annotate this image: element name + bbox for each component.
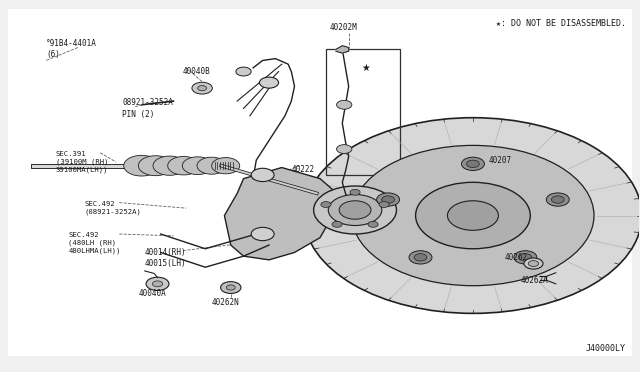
Circle shape xyxy=(350,189,360,195)
Text: °91B4-4401A
(6): °91B4-4401A (6) xyxy=(46,39,97,60)
Wedge shape xyxy=(182,157,213,174)
Circle shape xyxy=(152,281,163,287)
Text: ★: ★ xyxy=(362,63,370,73)
Circle shape xyxy=(259,77,278,88)
Text: 40262N: 40262N xyxy=(212,298,239,307)
Text: J40000LY: J40000LY xyxy=(586,344,626,353)
Text: 40014(RH)
40015(LH): 40014(RH) 40015(LH) xyxy=(145,248,186,268)
Text: 40222: 40222 xyxy=(291,165,314,174)
Polygon shape xyxy=(336,46,349,53)
Circle shape xyxy=(467,160,479,167)
Circle shape xyxy=(304,118,640,313)
Text: 40207: 40207 xyxy=(489,155,512,165)
Circle shape xyxy=(192,82,212,94)
Text: 40262A: 40262A xyxy=(521,276,548,285)
Circle shape xyxy=(376,193,399,206)
Circle shape xyxy=(409,251,432,264)
Wedge shape xyxy=(124,155,159,176)
Wedge shape xyxy=(168,157,200,175)
Circle shape xyxy=(251,227,274,241)
Circle shape xyxy=(339,201,371,219)
Circle shape xyxy=(146,277,169,291)
Circle shape xyxy=(524,258,543,269)
Text: 40040A: 40040A xyxy=(138,289,166,298)
Circle shape xyxy=(461,157,484,170)
Wedge shape xyxy=(138,156,173,176)
Circle shape xyxy=(529,260,539,266)
Wedge shape xyxy=(212,158,240,174)
Circle shape xyxy=(221,282,241,294)
Circle shape xyxy=(547,193,569,206)
Circle shape xyxy=(236,67,251,76)
Circle shape xyxy=(415,182,531,249)
Wedge shape xyxy=(197,157,227,174)
Circle shape xyxy=(332,221,342,227)
Text: 40202M: 40202M xyxy=(330,23,357,32)
Circle shape xyxy=(328,195,382,225)
Circle shape xyxy=(519,254,532,261)
Circle shape xyxy=(198,86,207,91)
Circle shape xyxy=(314,186,396,234)
Circle shape xyxy=(337,145,352,154)
Circle shape xyxy=(514,251,537,264)
Bar xyxy=(326,49,399,175)
Wedge shape xyxy=(153,156,186,175)
Circle shape xyxy=(227,285,236,290)
Circle shape xyxy=(414,254,427,261)
Text: SEC.391
(39100M (RH)
39100MA(LH)): SEC.391 (39100M (RH) 39100MA(LH)) xyxy=(56,151,108,173)
Text: 40040B: 40040B xyxy=(183,67,211,76)
Circle shape xyxy=(337,100,352,109)
Circle shape xyxy=(447,201,499,230)
Circle shape xyxy=(251,168,274,182)
Text: ★: DO NOT BE DISASSEMBLED.: ★: DO NOT BE DISASSEMBLED. xyxy=(496,19,626,28)
Text: 08921-3252A
PIN (2): 08921-3252A PIN (2) xyxy=(122,99,173,119)
Circle shape xyxy=(368,221,378,227)
Circle shape xyxy=(321,202,331,208)
Circle shape xyxy=(381,196,394,203)
Circle shape xyxy=(552,196,564,203)
Polygon shape xyxy=(225,167,333,260)
Circle shape xyxy=(379,202,389,208)
Text: SEC.492
(480LH (RH)
480LHMA(LH)): SEC.492 (480LH (RH) 480LHMA(LH)) xyxy=(68,232,121,254)
Circle shape xyxy=(352,145,594,286)
Text: SEC.492
(08921-3252A): SEC.492 (08921-3252A) xyxy=(84,201,141,215)
Text: 40262: 40262 xyxy=(505,253,528,263)
